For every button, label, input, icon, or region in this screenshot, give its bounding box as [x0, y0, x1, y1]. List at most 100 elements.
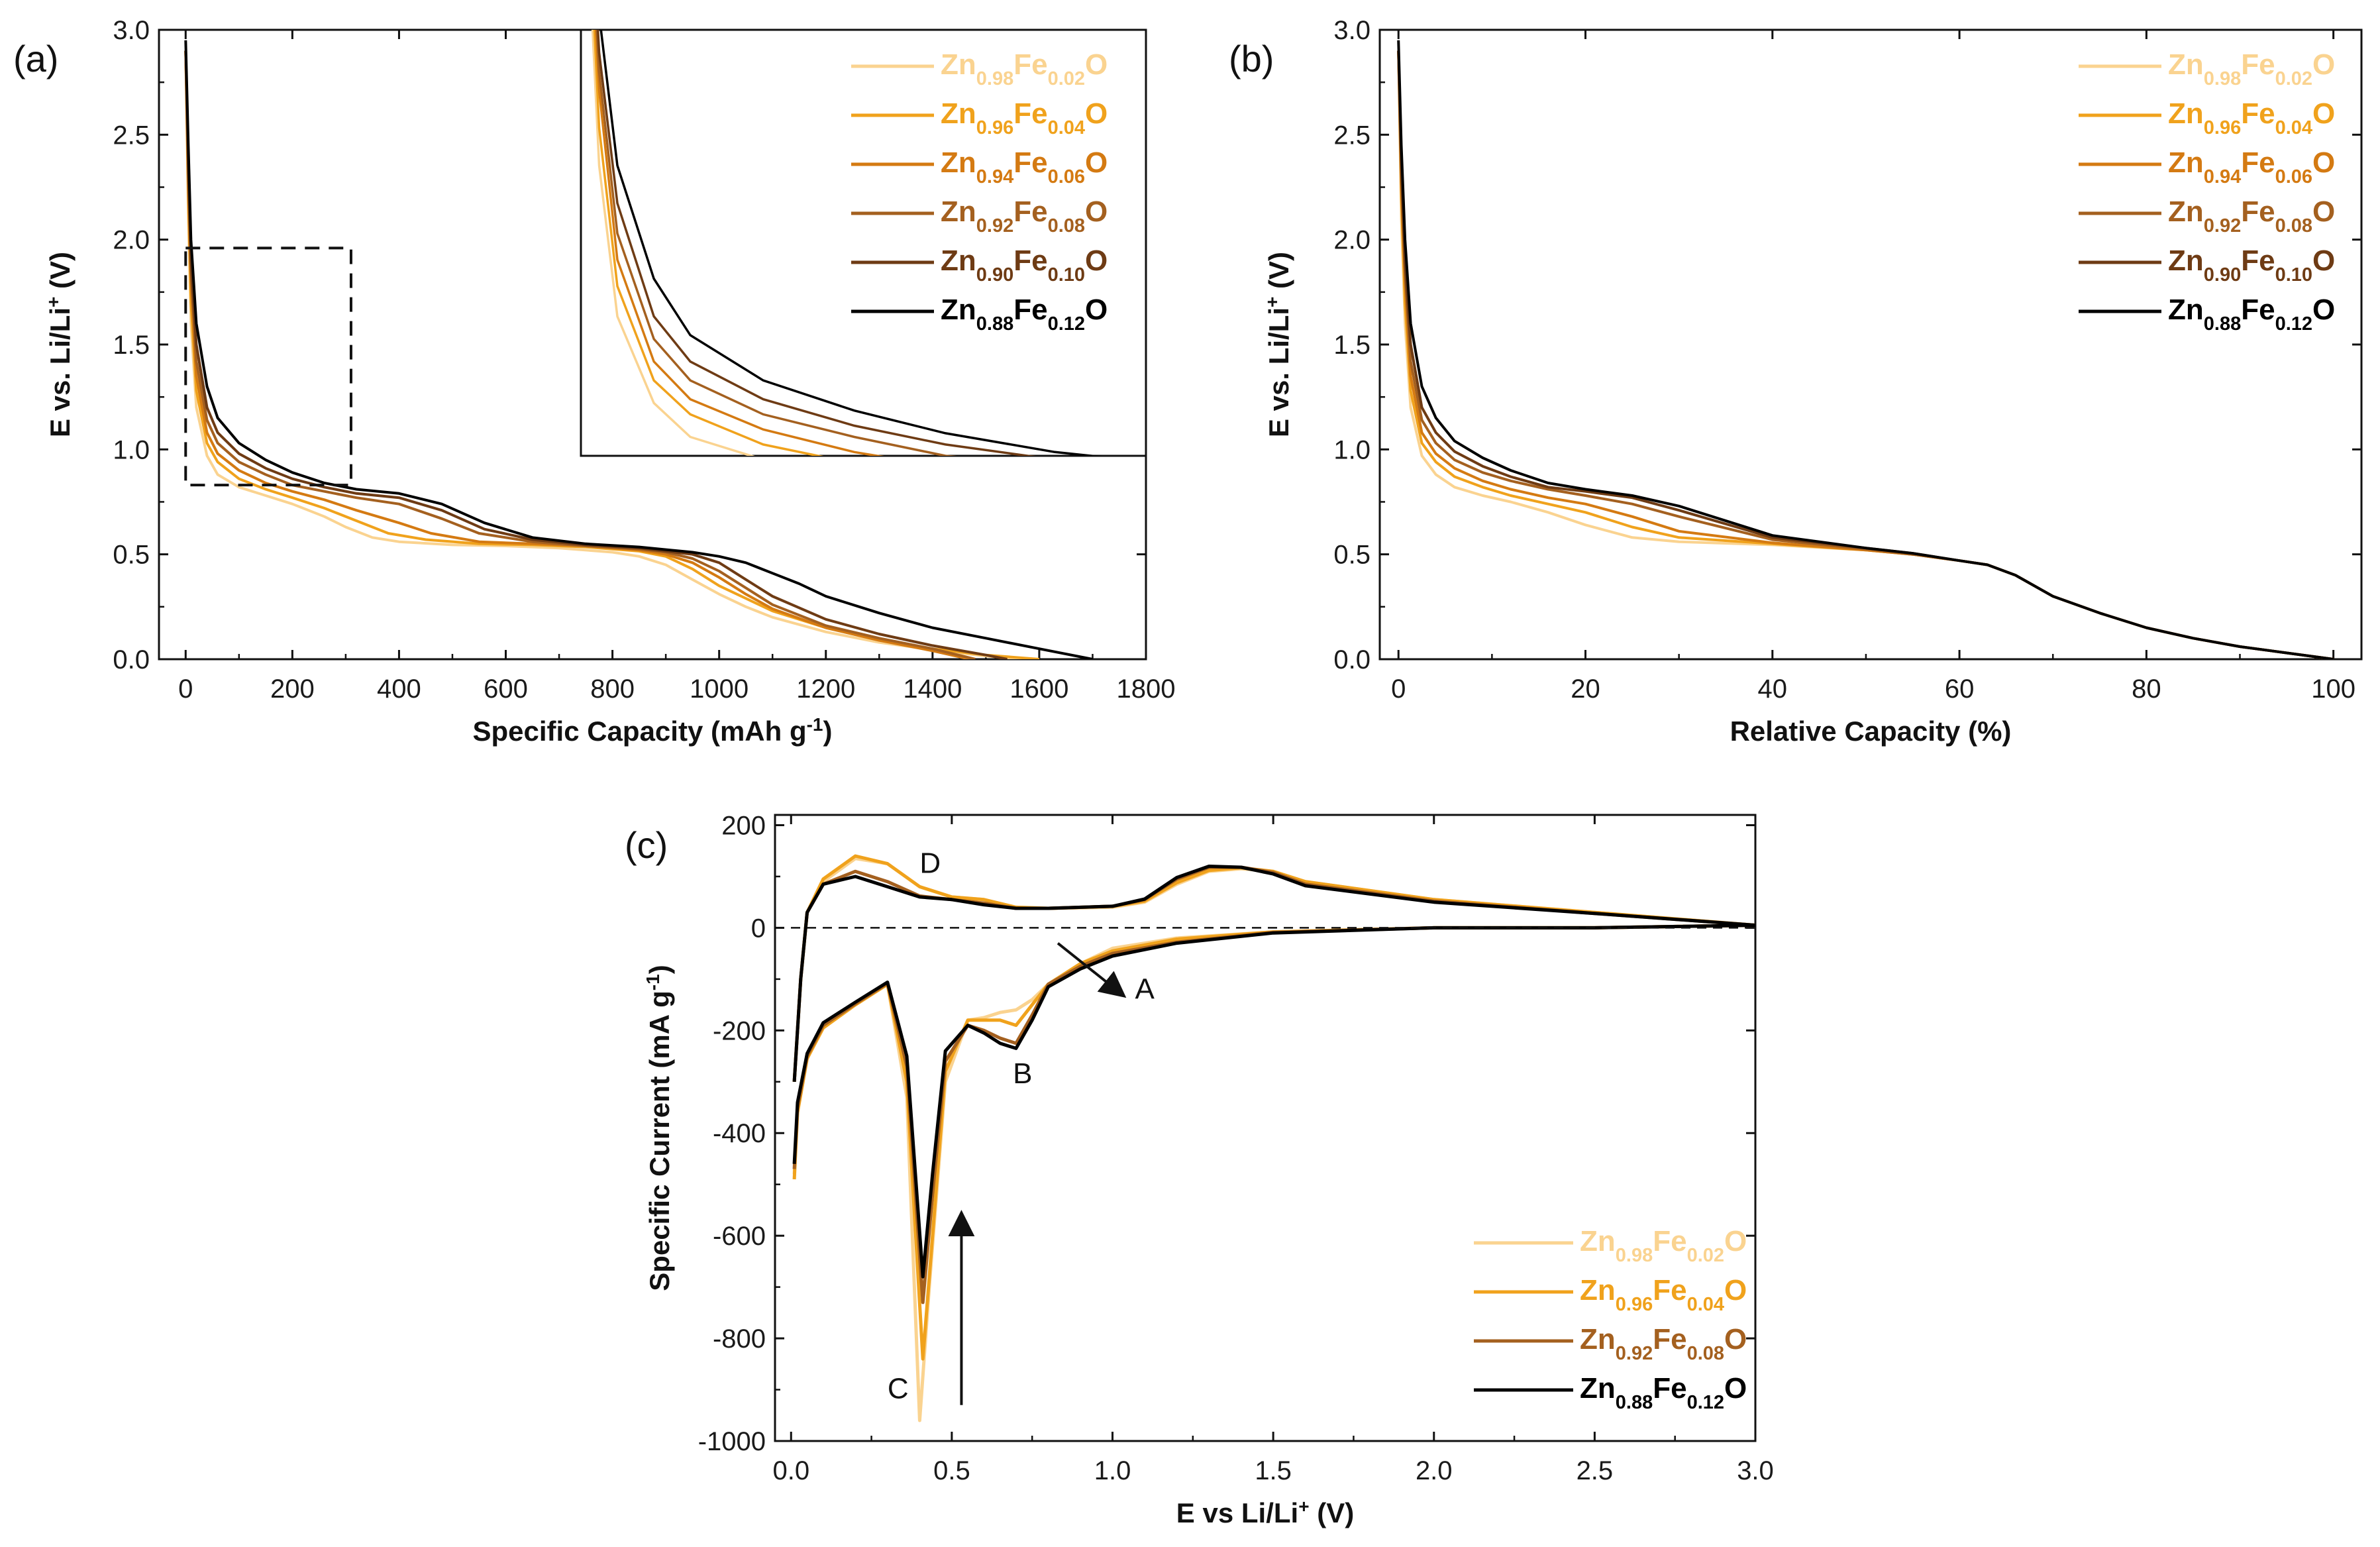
- text-part: (V): [44, 252, 76, 297]
- annotation-D: D: [919, 847, 941, 880]
- x-tick-label: 600: [484, 674, 528, 704]
- legend-entry: Zn0.90Fe0.10O: [2168, 244, 2335, 286]
- text-part: E vs Li/Li: [1176, 1497, 1298, 1528]
- legend-entry: Zn0.96Fe0.04O: [941, 97, 1108, 138]
- text-part: O: [2312, 293, 2335, 326]
- y-tick-label: -400: [713, 1119, 766, 1148]
- x-tick-label: 80: [2132, 674, 2161, 704]
- text-part: Fe: [1013, 146, 1047, 179]
- legend-entry: Zn0.92Fe0.08O: [2168, 195, 2335, 237]
- text-part: Fe: [2241, 244, 2275, 277]
- subscript: 0.04: [1048, 117, 1085, 138]
- legend-entry: Zn0.98Fe0.02O: [2168, 48, 2335, 89]
- text-part: Fe: [1653, 1274, 1686, 1307]
- zoom-box: [184, 246, 352, 487]
- y-tick-label: 0.0: [1333, 645, 1371, 674]
- text-part: Fe: [2241, 293, 2275, 326]
- inset-frame: [580, 28, 1147, 457]
- text-part: Fe: [2241, 195, 2275, 228]
- legend-entry: Zn0.98Fe0.02O: [941, 48, 1108, 89]
- plot-frame: [774, 814, 1757, 1442]
- text-part: Fe: [1013, 293, 1047, 326]
- text-part: Fe: [1653, 1323, 1686, 1356]
- series-line-Zn0.92Fe0.08O: [1397, 50, 2334, 659]
- subscript: 0.10: [1048, 264, 1085, 286]
- x-tick-label: 0: [178, 674, 193, 704]
- subscript: 0.08: [1048, 215, 1085, 237]
- subscript: 0.92: [1616, 1343, 1653, 1364]
- x-tick-label: 1600: [1009, 674, 1068, 704]
- annotation-A: A: [1135, 973, 1155, 1005]
- x-tick-label: 1.0: [1094, 1456, 1131, 1485]
- x-tick-label: 200: [270, 674, 315, 704]
- subscript: 0.12: [1687, 1392, 1724, 1413]
- annotation-C: C: [888, 1373, 909, 1405]
- text-part: Specific Current (mA g: [644, 990, 675, 1291]
- legend-entry: Zn0.92Fe0.08O: [941, 195, 1108, 237]
- inset-line-Zn0.88Fe0.12O: [599, 30, 1103, 456]
- x-tick-label: 100: [2311, 674, 2355, 704]
- y-tick-label: 1.5: [113, 331, 150, 360]
- subscript: 0.98: [2204, 68, 2241, 89]
- series-line-Zn0.98Fe0.02O: [1397, 50, 2334, 659]
- text-part: O: [1085, 244, 1108, 277]
- text-part: O: [2312, 97, 2335, 130]
- text-part: Fe: [2241, 97, 2275, 130]
- series-line-Zn0.94Fe0.06O: [184, 50, 970, 659]
- y-tick-label: -600: [713, 1222, 766, 1251]
- inset-line-Zn0.96Fe0.04O: [593, 30, 824, 456]
- x-tick-label: 60: [1945, 674, 1975, 704]
- chart-a: 0 200 400 600 800 1000 1200 1400 1600 1800 0.0 0.5 1…: [43, 16, 1176, 747]
- superscript: +: [1298, 1496, 1309, 1517]
- text-part: Fe: [1013, 97, 1047, 130]
- y-tick-label: -200: [713, 1016, 766, 1045]
- subscript: 0.06: [1048, 166, 1085, 187]
- text-part: O: [2312, 146, 2335, 179]
- subscript: 0.98: [976, 68, 1013, 89]
- panel-label-b: (b): [1229, 38, 1274, 80]
- x-tick-label: 1000: [690, 674, 749, 704]
- series-line-Zn0.88Fe0.12O: [1397, 40, 2334, 659]
- text-part: O: [1085, 195, 1108, 228]
- subscript: 0.96: [1616, 1294, 1653, 1315]
- text-part: (V): [1310, 1497, 1355, 1528]
- chart-c: 0.0 0.5 1.0 1.5 2.0 2.5 3.0 -1000 -800 -600 -400 -2…: [643, 811, 1774, 1528]
- y-axis-title: Specific Current (mA g-1): [643, 965, 676, 1291]
- text-part: Fe: [1013, 244, 1047, 277]
- x-tick-label: 0: [1391, 674, 1406, 704]
- text-part: E vs. Li/Li: [1263, 307, 1294, 437]
- legend-entry: Zn0.94Fe0.06O: [941, 146, 1108, 187]
- text-part: O: [1085, 146, 1108, 179]
- text-part: Fe: [2241, 48, 2275, 81]
- text-part: Zn: [1580, 1372, 1616, 1405]
- y-axis-title: E vs. Li/Li+ (V): [1262, 252, 1295, 437]
- text-part: Zn: [941, 97, 976, 130]
- legend-entry: Zn0.88Fe0.12O: [941, 293, 1108, 335]
- text-part: Zn: [1580, 1323, 1616, 1356]
- subscript: 0.90: [976, 264, 1013, 286]
- x-axis-title: Specific Capacity (mAh g-1): [472, 714, 832, 747]
- subscript: 0.92: [976, 215, 1013, 237]
- subscript: 0.04: [2275, 117, 2312, 138]
- subscript: 0.94: [976, 166, 1013, 187]
- y-tick-label: 2.5: [113, 121, 150, 150]
- subscript: 0.88: [1616, 1392, 1653, 1413]
- series-line-Zn0.90Fe0.10O: [184, 50, 1008, 659]
- text-part: Fe: [1653, 1372, 1686, 1405]
- subscript: 0.90: [2204, 264, 2241, 286]
- x-tick-label: 2.0: [1416, 1456, 1453, 1485]
- text-part: Zn: [941, 146, 976, 179]
- y-tick-label: 0.5: [1333, 541, 1371, 570]
- x-tick-label: 2.5: [1577, 1456, 1614, 1485]
- text-part: Zn: [2168, 146, 2204, 179]
- inset-line-Zn0.90Fe0.10O: [596, 30, 1036, 456]
- subscript: 0.06: [2275, 166, 2312, 187]
- subscript: 0.02: [2275, 68, 2312, 89]
- subscript: 0.12: [2275, 313, 2312, 335]
- series-line-Zn0.96Fe0.04O: [1397, 50, 2334, 659]
- text-part: Fe: [2241, 146, 2275, 179]
- x-axis-title: Relative Capacity (%): [1730, 716, 2012, 747]
- superscript: -1: [643, 974, 663, 990]
- y-tick-label: 3.0: [1333, 16, 1371, 45]
- text-part: O: [2312, 48, 2335, 81]
